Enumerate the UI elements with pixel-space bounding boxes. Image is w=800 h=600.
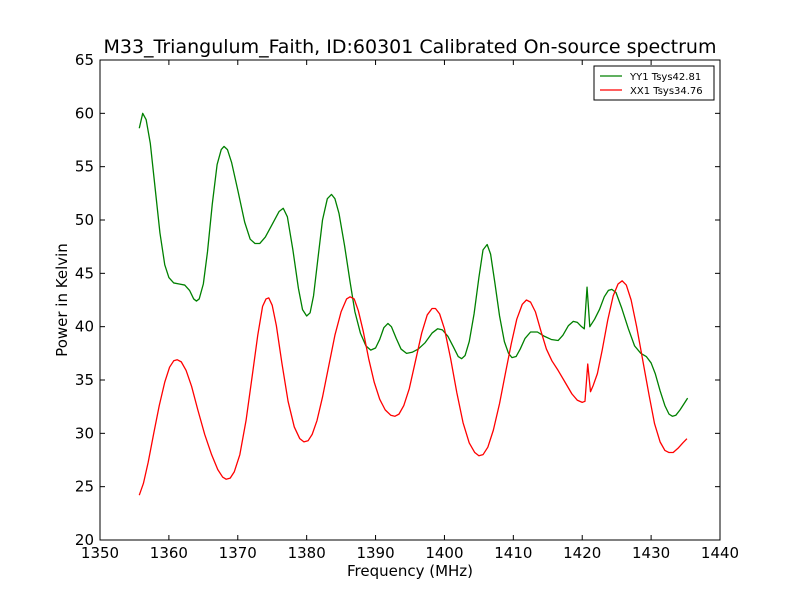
x-tick-label: 1360: [150, 544, 188, 562]
x-tick-label: 1350: [81, 544, 119, 562]
y-tick-label: 55: [75, 158, 94, 176]
legend-box: [593, 65, 715, 101]
series-line-xx1: [138, 280, 688, 496]
y-tick-label: 60: [75, 104, 94, 122]
x-tick-label: 1390: [356, 544, 394, 562]
plot-frame: [99, 59, 721, 541]
x-tick-label: 1400: [425, 544, 463, 562]
legend: YY1 Tsys42.81 XX1 Tsys34.76: [593, 65, 715, 101]
axis-ticks: 1350 1360 1370 1380 1390 1400 1410 1420 1430 1440…: [75, 51, 739, 562]
x-tick-label: 1410: [494, 544, 532, 562]
y-tick-label: 40: [75, 318, 94, 336]
x-tick-label: 1430: [632, 544, 670, 562]
y-axis-label: Power in Kelvin: [53, 243, 71, 357]
series-line-yy1: [138, 112, 689, 417]
y-tick-label: 20: [75, 531, 94, 549]
y-tick-label: 25: [75, 478, 94, 496]
legend-entry-label: YY1 Tsys42.81: [629, 72, 701, 83]
y-tick-label: 50: [75, 211, 94, 229]
legend-entry-label: XX1 Tsys34.76: [630, 86, 703, 97]
x-tick-label: 1420: [563, 544, 601, 562]
chart-title: M33_Triangulum_Faith, ID:60301 Calibrate…: [103, 36, 716, 58]
y-tick-label: 45: [75, 264, 94, 282]
plot-content: [138, 112, 689, 496]
x-tick-label: 1380: [288, 544, 326, 562]
x-tick-label: 1440: [701, 544, 739, 562]
x-axis-label: Frequency (MHz): [347, 562, 473, 580]
x-tick-label: 1370: [219, 544, 257, 562]
y-tick-label: 30: [75, 424, 94, 442]
y-tick-label: 65: [75, 51, 94, 69]
y-tick-label: 35: [75, 371, 94, 389]
